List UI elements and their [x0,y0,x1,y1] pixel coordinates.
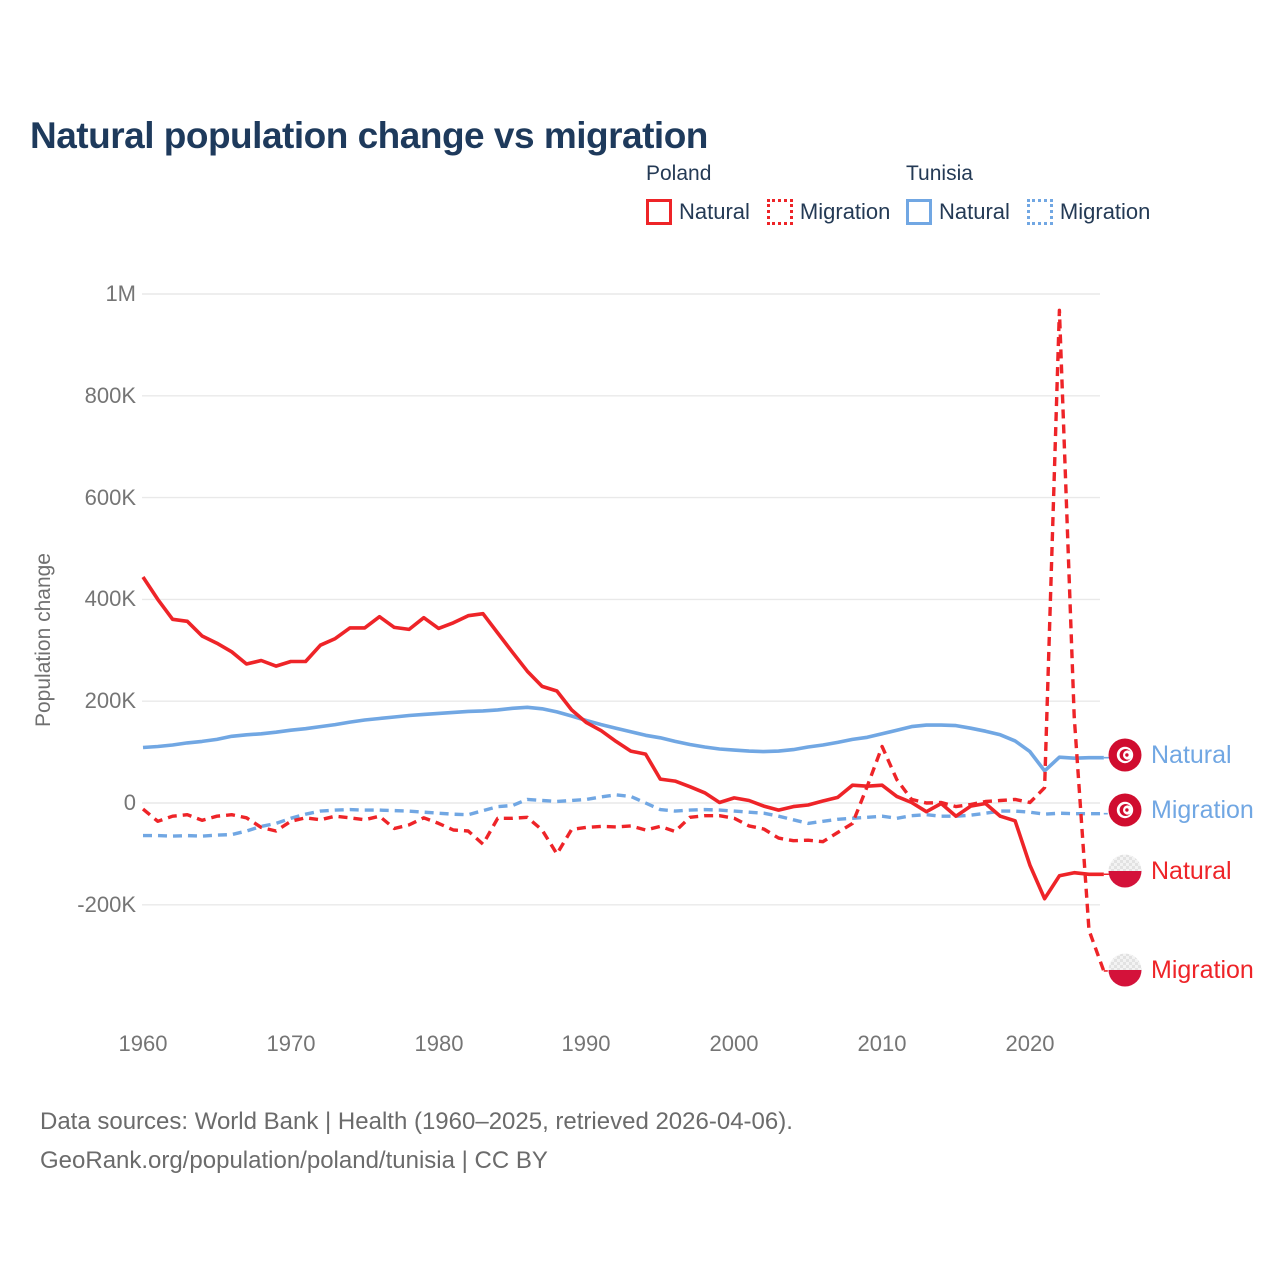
series-label-tunisia-migration: Migration [1108,793,1254,827]
legend-country-label: Tunisia [906,162,973,185]
series-label-text: Migration [1151,955,1254,984]
series-label-poland-natural: Natural [1108,854,1232,888]
y-axis-tick: 200K [84,688,136,713]
legend-group-tunisia: Tunisia Natural Migration [906,162,1167,225]
series-label-text: Natural [1151,740,1232,769]
legend-swatch-dotted-icon [766,199,793,225]
x-axis-tick: 2020 [1005,1031,1055,1056]
y-axis-tick: 600K [84,485,136,510]
page-title: Natural population change vs migration [30,114,708,156]
tunisia-flag-icon [1108,793,1142,827]
poland-flag-icon [1108,854,1142,888]
legend-item-tunisia-natural[interactable]: Natural [906,199,1010,225]
legend-swatch-solid-icon [646,199,672,225]
tunisia-flag-icon [1108,738,1142,772]
legend-item-poland-natural[interactable]: Natural [646,199,750,225]
x-axis-tick: 1970 [266,1031,316,1056]
legend-item-label: Natural [679,199,750,224]
y-axis-tick: 1M [105,281,136,306]
series-label-poland-migration: Migration [1108,953,1254,987]
series-label-tunisia-natural: Natural [1108,738,1232,772]
legend-swatch-solid-icon [906,199,932,225]
x-axis-tick: 1980 [414,1031,464,1056]
legend-item-poland-migration[interactable]: Migration [766,199,891,225]
x-axis-tick: 2010 [857,1031,907,1056]
x-axis-tick: 1990 [561,1031,611,1056]
legend-item-tunisia-migration[interactable]: Migration [1026,199,1151,225]
x-axis-tick: 2000 [709,1031,759,1056]
footer-sources-line: Data sources: World Bank | Health (1960–… [40,1108,793,1135]
legend-item-label: Migration [1059,199,1151,224]
x-axis-tick: 1960 [118,1031,168,1056]
footer: Data sources: World Bank | Health (1960–… [40,1102,793,1180]
footer-attribution-line: GeoRank.org/population/poland/tunisia | … [40,1147,548,1174]
legend-group-poland: Poland Natural Migration [646,162,907,225]
y-axis-tick: 0 [123,790,136,815]
legend-swatch-dotted-icon [1026,199,1053,225]
poland-flag-icon [1108,953,1142,987]
series-label-text: Migration [1151,795,1254,824]
legend-item-label: Natural [939,199,1010,224]
y-axis-tick: -200K [77,892,136,917]
y-axis-tick: 800K [84,383,136,408]
legend-country-label: Poland [646,162,712,185]
y-axis-tick: 400K [84,586,136,611]
legend-item-label: Migration [799,199,891,224]
series-label-text: Natural [1151,856,1232,885]
